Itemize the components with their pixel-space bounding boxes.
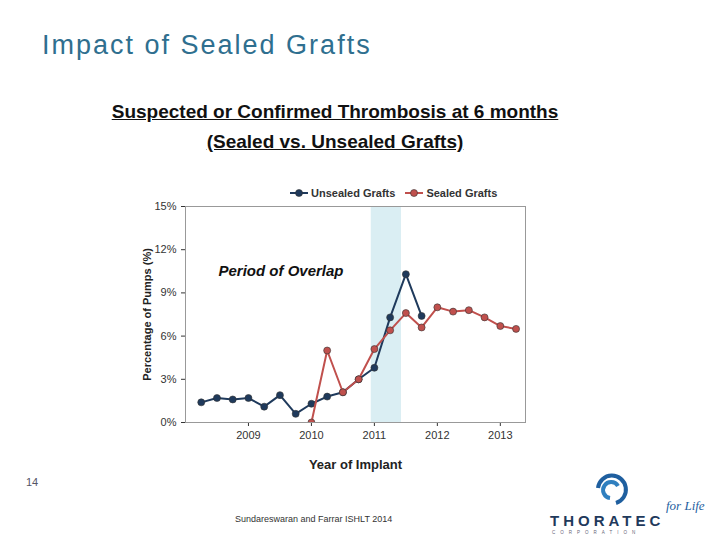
svg-text:6%: 6% xyxy=(161,330,177,342)
svg-text:CORPORATION: CORPORATION xyxy=(552,530,640,535)
svg-text:THORATEC: THORATEC xyxy=(550,512,664,529)
svg-text:2009: 2009 xyxy=(236,429,260,441)
html-text:Sundareswaran and Farrar ISHLT: Sundareswaran and Farrar ISHLT 2014 xyxy=(235,514,393,524)
html-text:Impact of Sealed Grafts: Impact of Sealed Grafts xyxy=(42,30,372,60)
svg-text:12%: 12% xyxy=(154,243,176,255)
svg-text:Percentage of Pumps (%): Percentage of Pumps (%) xyxy=(141,248,153,381)
svg-text:2010: 2010 xyxy=(299,429,323,441)
svg-text:Year of Implant: Year of Implant xyxy=(309,457,403,472)
html-text:14: 14 xyxy=(26,476,39,488)
html-text:Unsealed Grafts: Unsealed Grafts xyxy=(311,187,396,199)
html-text:Sealed Grafts: Sealed Grafts xyxy=(426,187,498,199)
svg-text:9%: 9% xyxy=(161,286,177,298)
svg-text:0%: 0% xyxy=(161,416,177,428)
svg-text:2012: 2012 xyxy=(425,429,449,441)
svg-text:for Life: for Life xyxy=(666,498,705,513)
html-text:Suspected or Confirmed Thrombo: Suspected or Confirmed Thrombosis at 6 m… xyxy=(111,101,559,152)
svg-text:2011: 2011 xyxy=(363,429,387,441)
svg-text:3%: 3% xyxy=(161,373,177,385)
svg-text:Period of Overlap: Period of Overlap xyxy=(219,262,344,279)
svg-text:15%: 15% xyxy=(154,200,176,212)
svg-text:2013: 2013 xyxy=(488,429,512,441)
